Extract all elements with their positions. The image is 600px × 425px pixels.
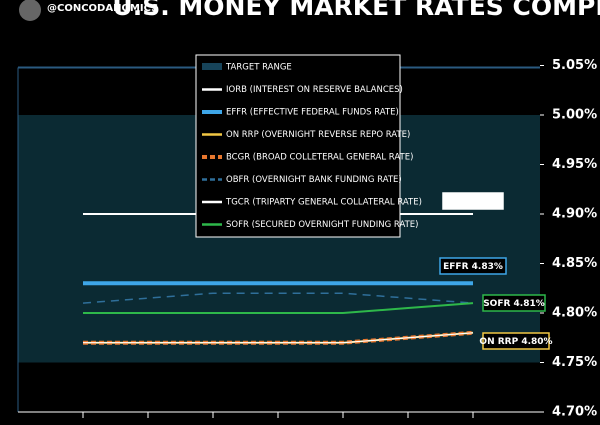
chart-title: U.S. MONEY MARKET RATES COMPLEX [112, 0, 600, 21]
y-tick-label: 4.70% [552, 405, 597, 420]
annotation: ON RRP 4.80% [479, 337, 552, 347]
handle: @CONCODANOMICS [47, 3, 158, 14]
legend-label: SOFR (SECURED OVERNIGHT FUNDING RATE) [226, 220, 418, 230]
y-tick-label: 5.00% [552, 108, 597, 123]
legend-label: IORB (INTEREST ON RESERVE BALANCES) [226, 85, 403, 95]
avatar [19, 0, 41, 21]
legend-swatch [202, 63, 222, 70]
y-tick-label: 4.95% [552, 157, 597, 172]
annotation-box [442, 192, 504, 210]
annotation: SOFR 4.81% [483, 299, 545, 309]
legend-label: TGCR (TRIPARTY GENERAL COLLATERAL RATE) [225, 198, 422, 208]
annotation-box [482, 332, 550, 350]
annotation-box [482, 294, 546, 312]
legend-label: TARGET RANGE [225, 63, 292, 73]
series-line [83, 332, 474, 344]
series-line [82, 292, 474, 304]
series-line [83, 302, 474, 314]
y-tick-label: 4.90% [552, 207, 597, 222]
annotation: IORB 4.90% [443, 197, 502, 207]
legend-label: EFFR (EFFECTIVE FEDERAL FUNDS RATE) [226, 108, 399, 118]
annotation: EFFR 4.83% [443, 262, 503, 272]
overlay: TARGET RANGE IORB (INTEREST ON RESERVE BA… [195, 54, 553, 350]
legend-label: BCGR (BROAD COLLETERAL GENERAL RATE) [226, 153, 413, 163]
legend [195, 54, 401, 238]
annotation-box [439, 257, 507, 275]
legend-label: ON RRP (OVERNIGHT REVERSE REPO RATE) [226, 130, 410, 140]
y-tick-label: 4.80% [552, 306, 597, 321]
plot: 4.70% 4.75% 4.80% 4.85% 4.90% 4.95% 5.00% 5.05% [17, 58, 597, 420]
legend-label: OBFR (OVERNIGHT BANK FUNDING RATE) [226, 175, 402, 185]
y-tick-label: 4.85% [552, 256, 597, 271]
y-tick-label: 5.05% [552, 58, 597, 73]
y-tick-label: 4.75% [552, 355, 597, 370]
